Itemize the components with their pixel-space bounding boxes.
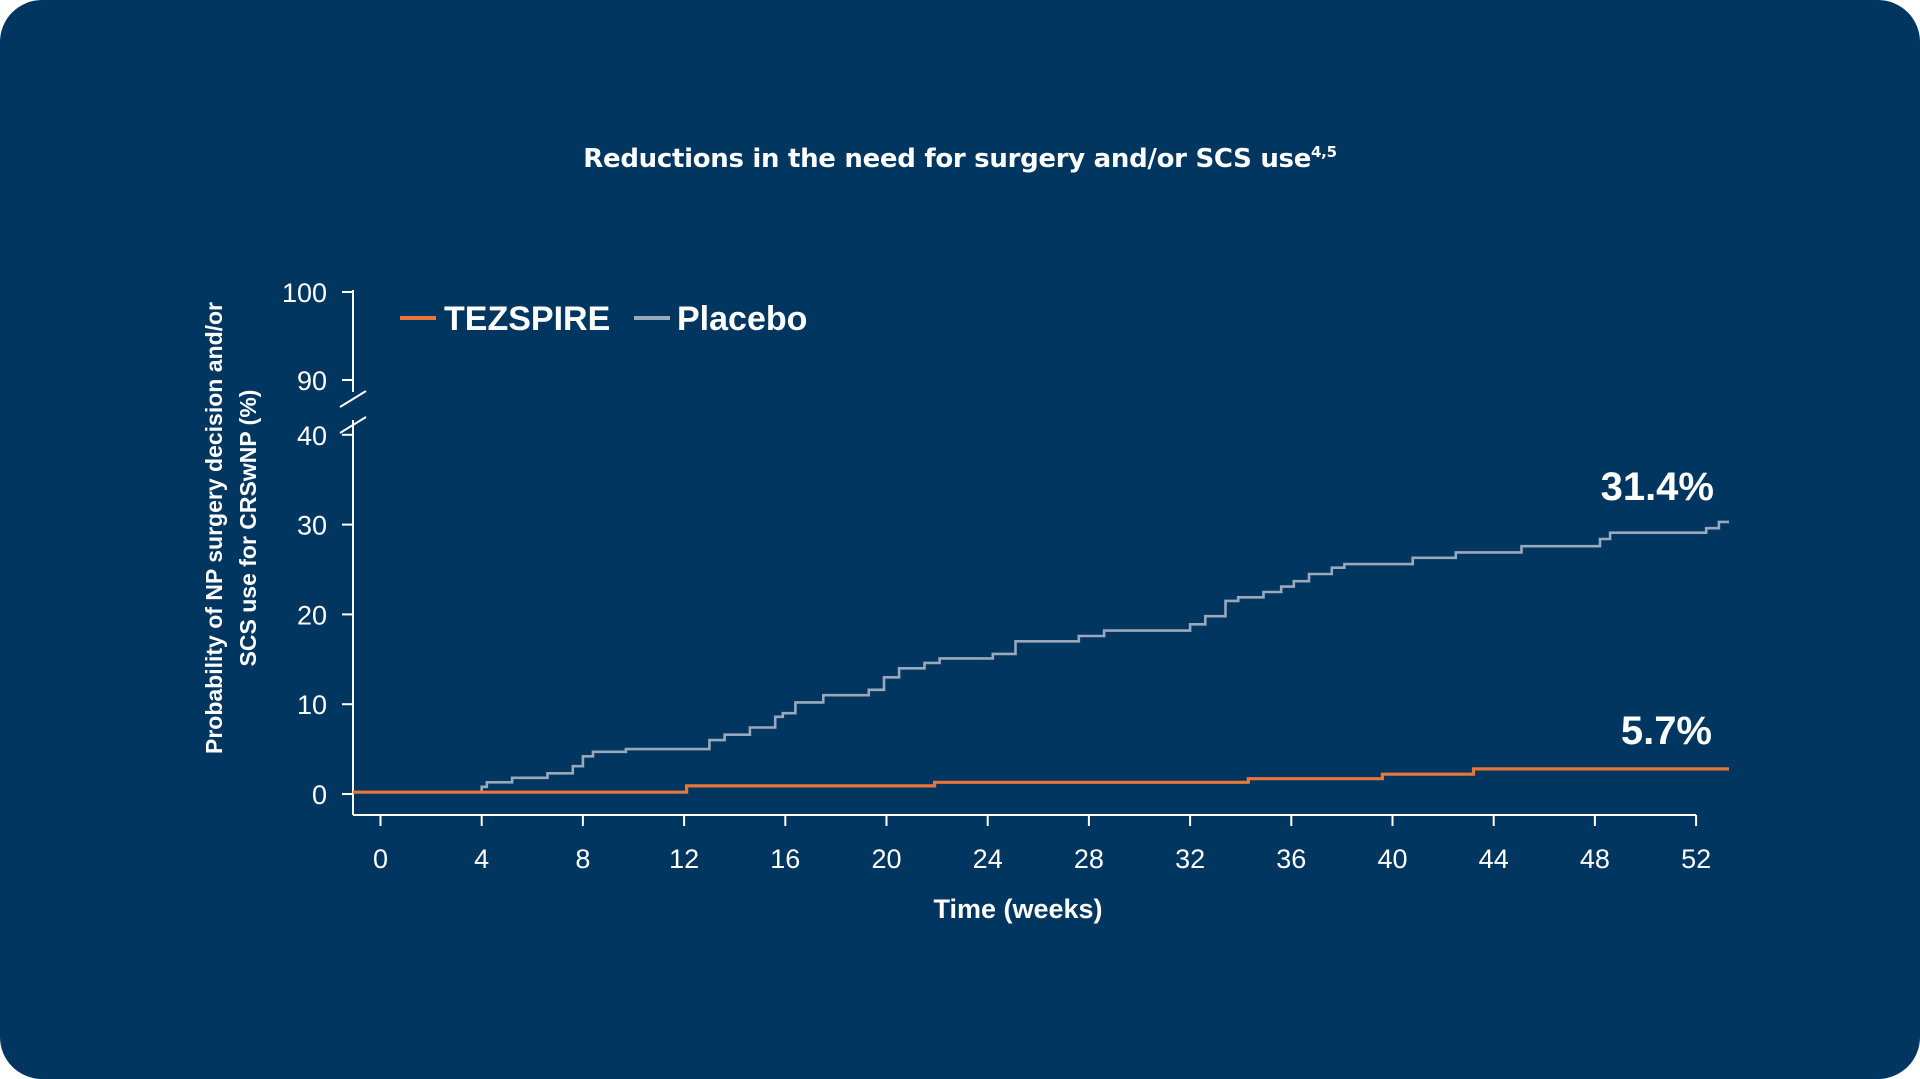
x-tick-label: 20 [871,844,901,874]
x-tick-label: 4 [474,844,489,874]
x-tick-label: 44 [1479,844,1509,874]
chart-title-reference: 4,5 [1311,143,1337,161]
x-tick-label: 16 [770,844,800,874]
y-tick-label: 20 [297,600,327,630]
x-tick-label: 28 [1074,844,1104,874]
x-tick-label: 8 [575,844,590,874]
placebo-end-value-label: 31.4% [1601,465,1714,509]
tezspire-end-value-label: 5.7% [1621,709,1712,753]
y-axis-title-line1: Probability of NP surgery decision and/o… [201,302,227,754]
y-tick-label: 30 [297,511,327,541]
x-tick-label: 12 [669,844,699,874]
x-tick-label: 32 [1175,844,1205,874]
y-tick-label: 10 [297,690,327,720]
x-tick-label: 40 [1377,844,1407,874]
y-tick-label: 40 [297,421,327,451]
x-tick-label: 52 [1681,844,1711,874]
chart-labels: Time (weeks) Probability of NP surgery de… [201,300,1714,924]
chart-series [353,520,1729,794]
x-axis-title: Time (weeks) [933,894,1102,924]
y-tick-label: 100 [282,278,327,308]
tezspire-series-line [353,767,1729,794]
y-tick-label: 90 [297,366,327,396]
axis-break-mark-bottom [339,416,367,434]
tezspire-legend-label: TEZSPIRE [444,300,610,338]
axis-break-mark-top [339,390,367,408]
y-tick-label: 0 [312,780,327,810]
chart-title: Reductions in the need for surgery and/o… [0,143,1920,174]
x-tick-label: 0 [373,844,388,874]
placebo-legend-label: Placebo [677,300,807,338]
x-tick-label: 24 [973,844,1003,874]
placebo-series-line [353,520,1729,794]
y-axis-title-line2: SCS use for CRSwNP (%) [235,390,261,667]
x-tick-label: 36 [1276,844,1306,874]
chart-title-text: Reductions in the need for surgery and/o… [583,144,1312,174]
x-tick-label: 48 [1580,844,1610,874]
